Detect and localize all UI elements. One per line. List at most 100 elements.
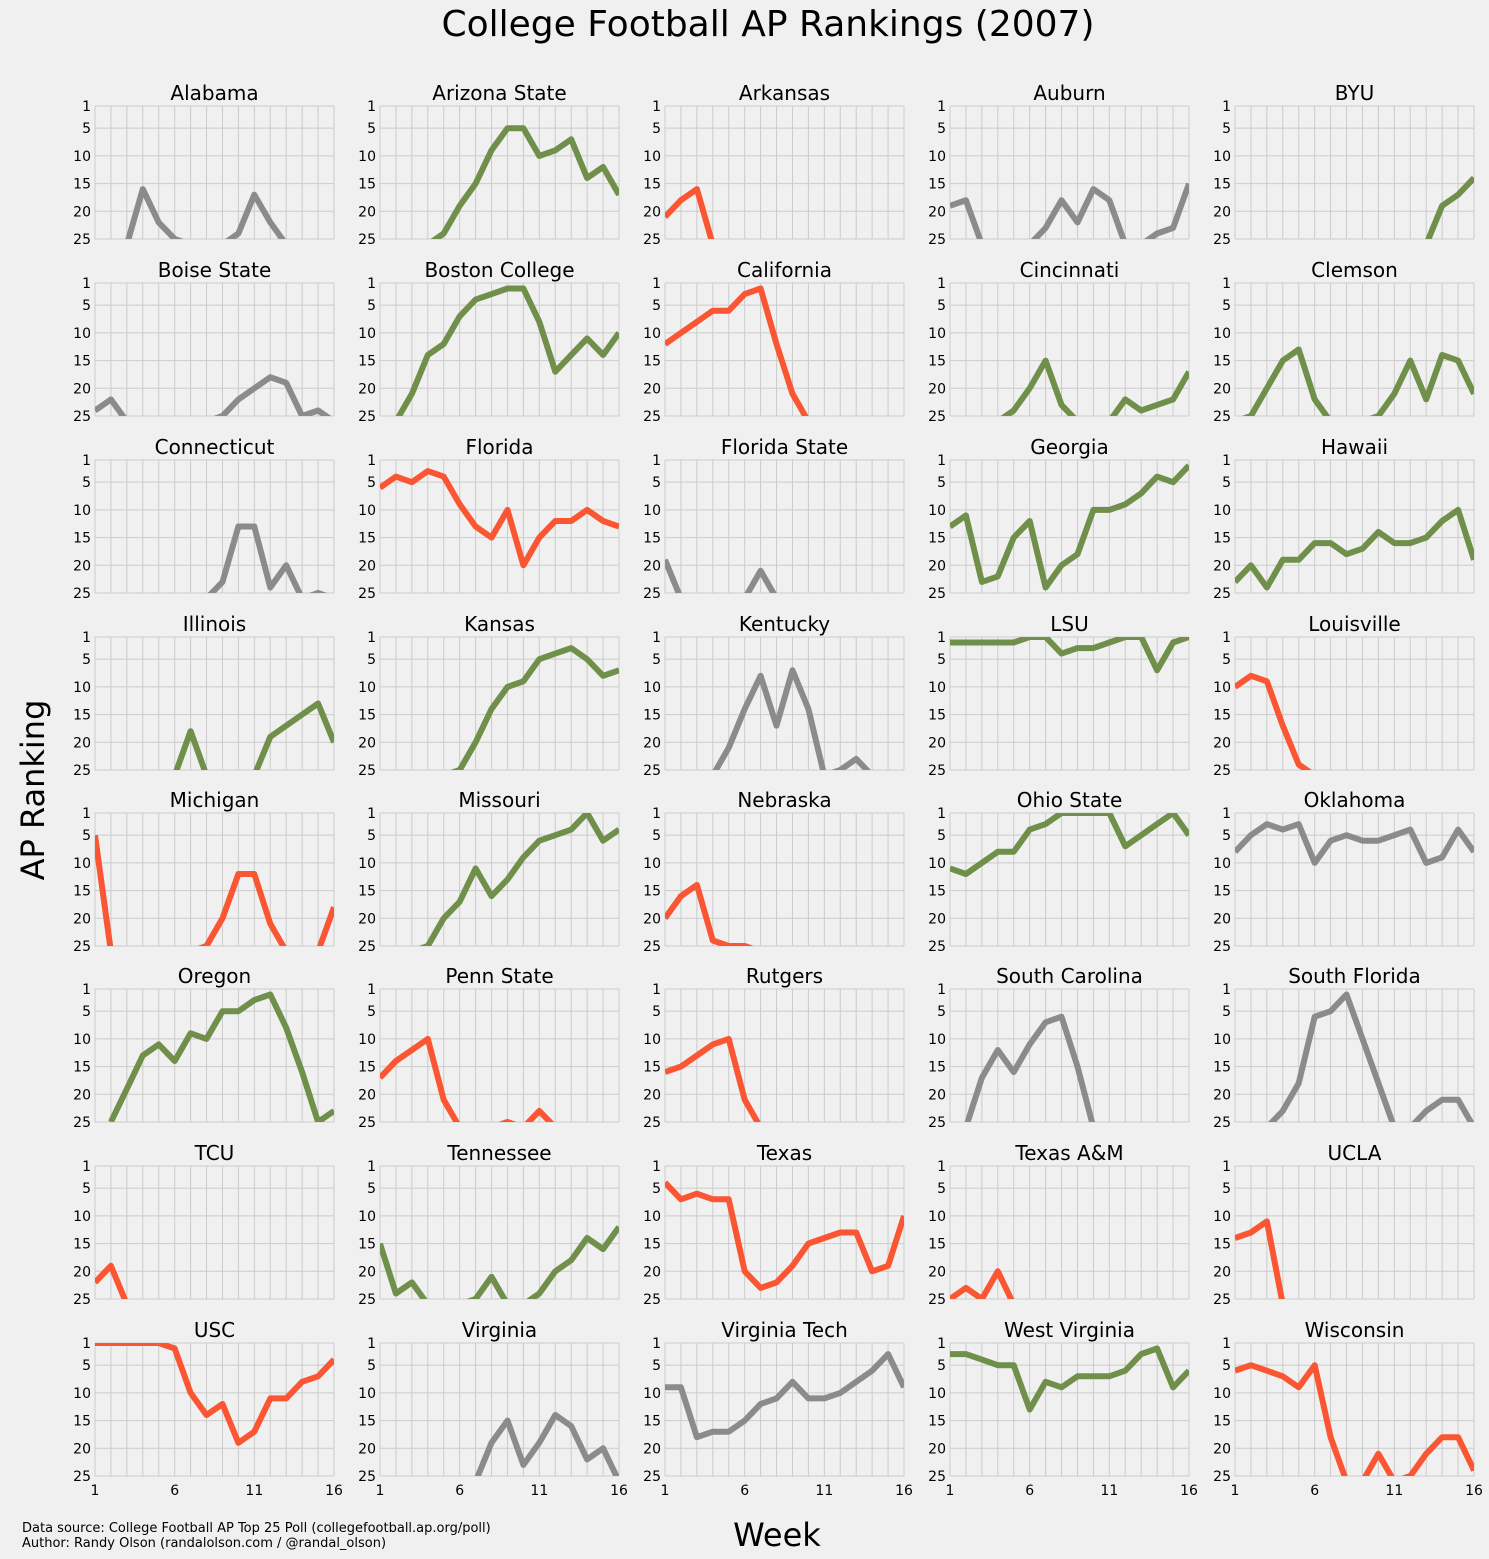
series-line-arizona-state bbox=[430, 125, 619, 239]
y-tick-label: 15 bbox=[358, 177, 376, 193]
x-tick-label: 6 bbox=[170, 1483, 179, 1499]
y-tick-label: 25 bbox=[928, 939, 946, 955]
y-tick-label: 5 bbox=[652, 298, 661, 314]
y-tick-label: 10 bbox=[928, 856, 946, 872]
y-tick-label: 25 bbox=[358, 1292, 376, 1308]
y-tick-label: 25 bbox=[643, 1115, 661, 1131]
y-tick-label: 25 bbox=[928, 409, 946, 425]
y-tick-label: 15 bbox=[928, 884, 946, 900]
series-line-tennessee bbox=[380, 1225, 619, 1299]
panel-title: TCU bbox=[194, 1141, 235, 1165]
y-tick-label: 5 bbox=[82, 1358, 91, 1374]
y-tick-label: 5 bbox=[652, 121, 661, 137]
y-tick-label: 1 bbox=[82, 276, 91, 292]
y-tick-label: 20 bbox=[928, 1441, 946, 1457]
y-tick-label: 15 bbox=[643, 1237, 661, 1253]
panel-title: Arkansas bbox=[739, 81, 830, 105]
y-tick-label: 20 bbox=[643, 1264, 661, 1280]
y-tick-label: 10 bbox=[1213, 503, 1231, 519]
y-tick-label: 1 bbox=[652, 99, 661, 115]
y-tick-label: 20 bbox=[1213, 735, 1231, 751]
y-tick-label: 20 bbox=[358, 735, 376, 751]
y-tick-label: 5 bbox=[652, 652, 661, 668]
panel-title: Auburn bbox=[1033, 81, 1105, 105]
panel-title: West Virginia bbox=[1004, 1318, 1135, 1342]
panel-title: South Florida bbox=[1288, 964, 1421, 988]
y-tick-label: 15 bbox=[643, 177, 661, 193]
y-tick-label: 1 bbox=[652, 982, 661, 998]
series-line-georgia bbox=[950, 463, 1189, 591]
y-tick-label: 25 bbox=[928, 586, 946, 602]
x-tick-label: 11 bbox=[245, 1483, 263, 1499]
y-tick-label: 25 bbox=[643, 1292, 661, 1308]
y-tick-label: 10 bbox=[73, 1032, 91, 1048]
y-tick-label: 15 bbox=[928, 1060, 946, 1076]
panel-title: USC bbox=[194, 1318, 235, 1342]
y-tick-label: 5 bbox=[1222, 1181, 1231, 1197]
y-tick-label: 10 bbox=[1213, 680, 1231, 696]
series-line-rutgers bbox=[665, 1035, 761, 1122]
y-tick-label: 5 bbox=[652, 1358, 661, 1374]
y-tick-label: 1 bbox=[82, 630, 91, 646]
panel-title: Boise State bbox=[158, 258, 272, 282]
series-line-nebraska bbox=[665, 882, 754, 946]
x-tick-label: 11 bbox=[1385, 1483, 1403, 1499]
y-tick-label: 25 bbox=[73, 1469, 91, 1485]
y-tick-label: 15 bbox=[73, 177, 91, 193]
y-tick-label: 1 bbox=[652, 630, 661, 646]
series-line-south-carolina bbox=[964, 1013, 1096, 1122]
y-tick-label: 15 bbox=[928, 354, 946, 370]
x-tick-label: 16 bbox=[1465, 1483, 1483, 1499]
panel-title: Wisconsin bbox=[1305, 1318, 1405, 1342]
y-tick-label: 20 bbox=[928, 558, 946, 574]
panel-title: UCLA bbox=[1328, 1141, 1382, 1165]
series-line-florida bbox=[380, 468, 619, 569]
y-tick-label: 1 bbox=[1222, 982, 1231, 998]
y-tick-label: 15 bbox=[73, 1060, 91, 1076]
series-line-texas-aandm bbox=[950, 1268, 1015, 1299]
y-tick-label: 15 bbox=[358, 531, 376, 547]
y-tick-label: 1 bbox=[367, 806, 376, 822]
series-line-ucla bbox=[1235, 1218, 1285, 1299]
y-tick-label: 25 bbox=[73, 1292, 91, 1308]
x-tick-label: 6 bbox=[1310, 1483, 1319, 1499]
series-line-virginia bbox=[474, 1412, 619, 1476]
y-tick-label: 5 bbox=[1222, 1004, 1231, 1020]
series-line-michigan bbox=[95, 834, 334, 946]
y-tick-label: 10 bbox=[358, 503, 376, 519]
y-tick-label: 1 bbox=[937, 1336, 946, 1352]
y-tick-label: 1 bbox=[652, 1336, 661, 1352]
y-tick-label: 20 bbox=[358, 558, 376, 574]
y-tick-label: 10 bbox=[358, 149, 376, 165]
y-tick-label: 5 bbox=[652, 1181, 661, 1197]
x-tick-label: 1 bbox=[946, 1483, 955, 1499]
series-line-virginia-tech bbox=[665, 1351, 904, 1441]
y-tick-label: 10 bbox=[358, 326, 376, 342]
y-tick-label: 5 bbox=[937, 1004, 946, 1020]
y-tick-label: 5 bbox=[937, 121, 946, 137]
y-tick-label: 25 bbox=[928, 1292, 946, 1308]
y-tick-label: 25 bbox=[928, 1115, 946, 1131]
y-tick-label: 1 bbox=[937, 982, 946, 998]
panel-title: Kansas bbox=[464, 612, 535, 636]
x-tick-label: 11 bbox=[815, 1483, 833, 1499]
